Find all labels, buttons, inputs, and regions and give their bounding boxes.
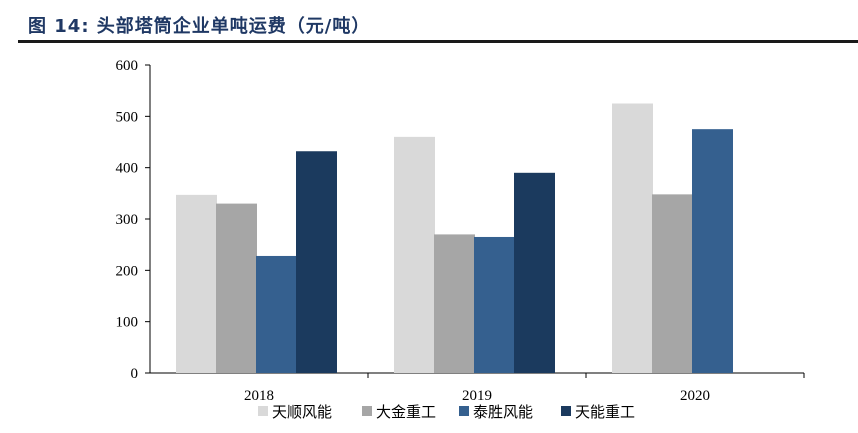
- legend-swatch: [459, 406, 469, 416]
- y-tick-label: 400: [116, 161, 139, 177]
- legend-label: 天顺风能: [272, 403, 332, 421]
- legend-label: 天能重工: [575, 403, 635, 421]
- bar: [176, 194, 217, 373]
- bar: [612, 103, 653, 373]
- figure-title: 图 14: 头部塔筒企业单吨运费（元/吨）: [28, 16, 371, 37]
- bar: [514, 172, 555, 373]
- y-tick-label: 300: [116, 212, 139, 228]
- y-tick-label: 500: [116, 109, 139, 125]
- bar: [394, 136, 435, 373]
- y-tick-label: 200: [116, 263, 139, 279]
- bar: [652, 194, 693, 373]
- bar: [256, 255, 297, 373]
- y-tick-label: 100: [116, 315, 139, 331]
- legend-swatch: [362, 406, 372, 416]
- x-tick-label: 2020: [680, 388, 710, 404]
- legend-swatch: [561, 406, 571, 416]
- legend-label: 泰胜风能: [473, 403, 533, 421]
- bar: [474, 236, 515, 373]
- y-tick-label: 600: [116, 58, 139, 74]
- y-tick-label: 0: [131, 366, 139, 382]
- bar: [434, 234, 475, 373]
- figure-header: 图 14: 头部塔筒企业单吨运费（元/吨）: [0, 0, 858, 44]
- legend-label: 大金重工: [376, 403, 436, 421]
- bar: [216, 203, 257, 373]
- legend-swatch: [258, 406, 268, 416]
- bar: [296, 151, 337, 373]
- title-rule: [18, 40, 858, 43]
- bar: [692, 129, 733, 373]
- x-tick-label: 2018: [244, 388, 274, 404]
- x-tick-label: 2019: [462, 388, 492, 404]
